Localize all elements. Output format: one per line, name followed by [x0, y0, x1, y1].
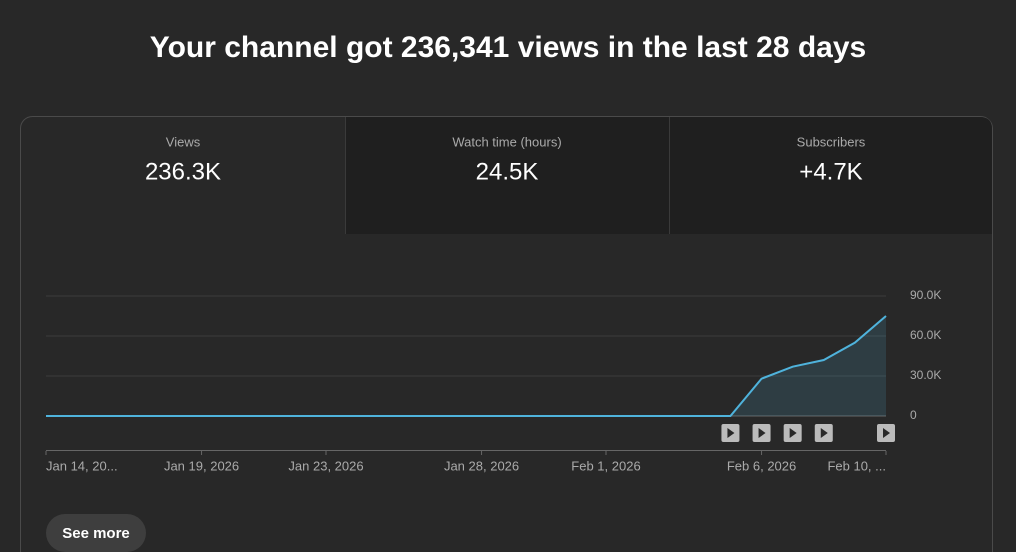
y-tick-label: 90.0K: [910, 288, 941, 302]
page-title: Your channel got 236,341 views in the la…: [150, 31, 866, 64]
see-more-button[interactable]: [46, 514, 146, 552]
video-marker-icon: [727, 428, 735, 438]
video-marker-icon: [758, 428, 766, 438]
tab-value: +4.7K: [799, 158, 862, 185]
x-tick-label: Jan 14, 20...: [46, 458, 118, 473]
tab-value: 24.5K: [476, 158, 539, 185]
x-tick-label: Jan 23, 2026: [288, 458, 363, 473]
x-tick-label: Jan 19, 2026: [164, 458, 239, 473]
video-marker-icon: [883, 428, 890, 438]
y-tick-label: 0: [910, 408, 917, 422]
area: [46, 316, 886, 416]
tab-label: Views: [166, 134, 201, 149]
tab[interactable]: [669, 117, 992, 234]
tab[interactable]: [345, 117, 669, 234]
x-tick-label: Feb 10, ...: [827, 458, 886, 473]
tab-label: Watch time (hours): [452, 134, 561, 149]
tab-value: 236.3K: [145, 158, 221, 185]
video-marker-icon: [820, 428, 828, 438]
line: [46, 315, 887, 417]
tab-label: Subscribers: [797, 134, 866, 149]
y-tick-label: 30.0K: [910, 368, 941, 382]
video-marker-icon: [789, 428, 797, 438]
y-tick-label: 60.0K: [910, 328, 941, 342]
see-more-label[interactable]: See more: [62, 525, 130, 542]
x-tick-label: Jan 28, 2026: [444, 458, 519, 473]
x-tick-label: Feb 6, 2026: [727, 458, 796, 473]
x-tick-label: Feb 1, 2026: [571, 458, 640, 473]
